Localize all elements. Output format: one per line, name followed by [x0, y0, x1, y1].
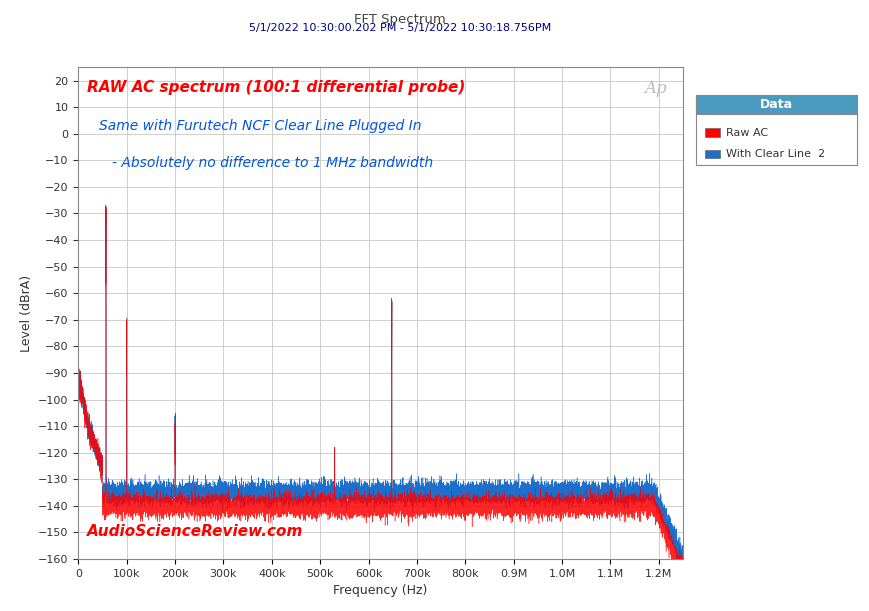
Text: - Absolutely no difference to 1 MHz bandwidth: - Absolutely no difference to 1 MHz band… — [111, 156, 432, 170]
Text: 5/1/2022 10:30:00.202 PM - 5/1/2022 10:30:18.756PM: 5/1/2022 10:30:00.202 PM - 5/1/2022 10:3… — [249, 23, 551, 33]
Text: AudioScienceReview.com: AudioScienceReview.com — [87, 524, 303, 540]
Y-axis label: Level (dBrA): Level (dBrA) — [19, 274, 32, 352]
Text: FFT Spectrum: FFT Spectrum — [354, 13, 446, 26]
Text: Raw AC: Raw AC — [726, 128, 767, 137]
Text: With Clear Line  2: With Clear Line 2 — [726, 149, 825, 159]
Text: Same with Furutech NCF Clear Line Plugged In: Same with Furutech NCF Clear Line Plugge… — [99, 119, 421, 133]
Text: RAW AC spectrum (100:1 differential probe): RAW AC spectrum (100:1 differential prob… — [87, 79, 465, 95]
Text: Data: Data — [759, 98, 793, 111]
Text: Ap: Ap — [644, 79, 667, 97]
X-axis label: Frequency (Hz): Frequency (Hz) — [333, 584, 428, 598]
